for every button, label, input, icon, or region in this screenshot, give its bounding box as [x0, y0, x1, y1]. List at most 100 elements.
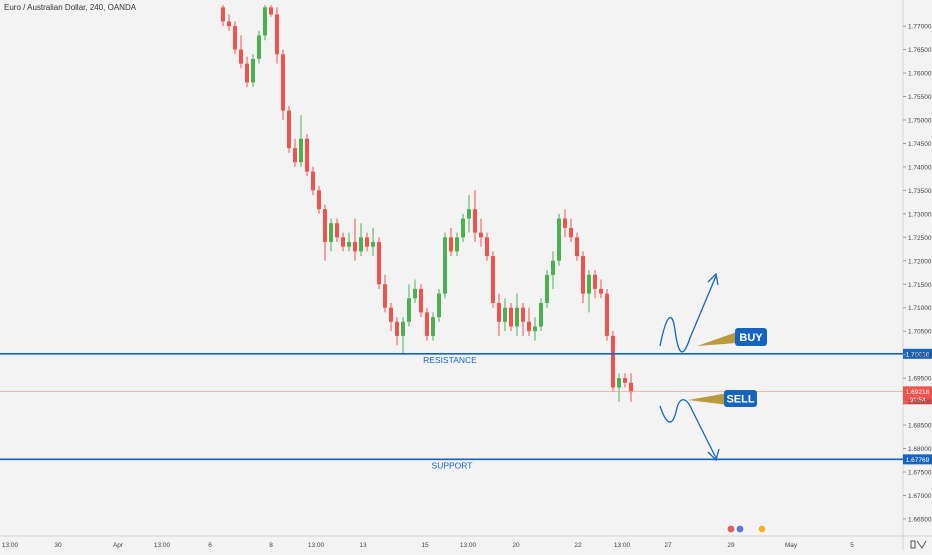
- candle-body: [305, 138, 309, 172]
- candle-body: [251, 58, 255, 83]
- price-tick-label: 1.76000: [908, 71, 932, 78]
- timezone-button[interactable]: [905, 539, 931, 549]
- candle-body: [341, 237, 345, 247]
- flag-event-icon[interactable]: [726, 524, 736, 534]
- price-tick-label: 1.75000: [908, 117, 932, 124]
- candle-body: [377, 242, 381, 285]
- candle-body: [437, 293, 441, 318]
- candle-body: [629, 382, 633, 393]
- time-tick-label: 13:00: [308, 542, 325, 549]
- time-tick-label: 5: [850, 542, 854, 549]
- candle-body: [479, 232, 483, 238]
- price-tick-label: 1.72500: [908, 235, 932, 242]
- candle-body: [353, 242, 357, 252]
- time-tick-label: 27: [664, 542, 672, 549]
- candle-body: [455, 237, 459, 252]
- buy-arrowhead-icon: [707, 272, 719, 286]
- candle-body: [263, 7, 267, 36]
- sell-callout: [724, 390, 757, 407]
- price-tick-label: 1.69000: [908, 399, 932, 406]
- price-tick-label: 1.71500: [908, 282, 932, 289]
- price-tick-label: 1.68500: [908, 423, 932, 430]
- buy-projection-arrow: [659, 275, 717, 353]
- candle-body: [311, 171, 315, 191]
- candle-body: [425, 312, 429, 336]
- current-price-tag: [903, 386, 932, 405]
- candle-body: [563, 218, 567, 228]
- candle-body: [581, 256, 585, 294]
- time-axis-ticks: 13:00 30 Apr 13:00 6 8 13:00 13 15 13:00 20 22 13:00…: [2, 542, 854, 549]
- candle-body: [503, 307, 507, 322]
- time-tick-label: 8: [269, 542, 273, 549]
- sell-arrowhead-icon: [707, 448, 720, 462]
- price-tick-label: 1.74000: [908, 164, 932, 171]
- candle-body: [575, 237, 579, 257]
- candle-body: [485, 237, 489, 257]
- candle-body: [557, 218, 561, 261]
- candle-body: [431, 317, 435, 336]
- price-tick-label: 1.68000: [908, 446, 932, 453]
- candle-body: [497, 303, 501, 322]
- flag-event-icon[interactable]: [757, 524, 767, 534]
- price-axis-ticks: 1.77000 1.76500 1.76000 1.75500 1.75000 1.745…: [903, 24, 932, 523]
- candle-body: [227, 21, 231, 27]
- level-name-resistance: RESISTANCE: [423, 355, 477, 365]
- sell-callout-label: SELL: [726, 394, 754, 406]
- time-tick-label: 13:00: [460, 542, 477, 549]
- buy-callout-label: BUY: [739, 332, 763, 344]
- candle-body: [269, 7, 273, 15]
- level-price-tag: [903, 348, 932, 359]
- sell-projection-arrow: [659, 399, 717, 459]
- price-tick-label: 1.72000: [908, 258, 932, 265]
- time-tick-label: 6: [208, 542, 212, 549]
- candle-body: [509, 307, 513, 327]
- level-name-support: SUPPORT: [432, 460, 473, 470]
- level-price-label: 1.67769: [906, 457, 930, 464]
- levels-group: RESISTANCE 1.70018 SUPPORT 1.67769 1.6921801…: [0, 348, 932, 470]
- candle-body: [239, 49, 243, 64]
- candle-body: [593, 274, 597, 289]
- time-tick-label: 15: [421, 542, 429, 549]
- time-tick-label: 13: [359, 542, 367, 549]
- level-price-tag: [903, 454, 932, 465]
- candle-body: [617, 378, 621, 388]
- tradingview-logo-icon: [910, 540, 927, 549]
- price-tick-label: 1.75500: [908, 94, 932, 101]
- symbol-title: Euro / Australian Dollar, 240, OANDA: [4, 3, 137, 12]
- candle-body: [275, 14, 279, 55]
- buy-callout-pointer: [697, 332, 737, 346]
- price-tick-label: 1.67500: [908, 469, 932, 476]
- sell-callout-pointer: [688, 393, 728, 405]
- candle-body: [317, 190, 321, 210]
- price-tick-label: 1.70000: [908, 352, 932, 359]
- time-tick-label: 13:00: [614, 542, 631, 549]
- candle-body: [287, 110, 291, 149]
- time-tick-label: 29: [727, 542, 735, 549]
- candle-body: [587, 274, 591, 294]
- price-tick-label: 1.74500: [908, 141, 932, 148]
- candle-body: [299, 138, 303, 163]
- candle-body: [449, 237, 453, 252]
- candle-body: [365, 237, 369, 247]
- events-icons[interactable]: [726, 524, 767, 534]
- candle-body: [467, 209, 471, 219]
- time-tick-label: 22: [574, 542, 582, 549]
- time-tick-label: 30: [54, 542, 62, 549]
- candle-body: [335, 223, 339, 238]
- current-price-label: 1.69218: [906, 389, 930, 396]
- candle-body: [623, 378, 627, 383]
- candle-body: [401, 321, 405, 336]
- candle-body: [323, 209, 327, 243]
- candle-body: [329, 223, 333, 243]
- price-tick-label: 1.76500: [908, 47, 932, 54]
- candle-body: [611, 335, 615, 388]
- candle-body: [461, 218, 465, 238]
- flag-event-icon[interactable]: [735, 524, 745, 534]
- buy-callout: [735, 328, 767, 346]
- candle-body: [527, 321, 531, 332]
- candle-body: [389, 307, 393, 322]
- price-tick-label: 1.73500: [908, 188, 932, 195]
- candle-body: [371, 242, 375, 247]
